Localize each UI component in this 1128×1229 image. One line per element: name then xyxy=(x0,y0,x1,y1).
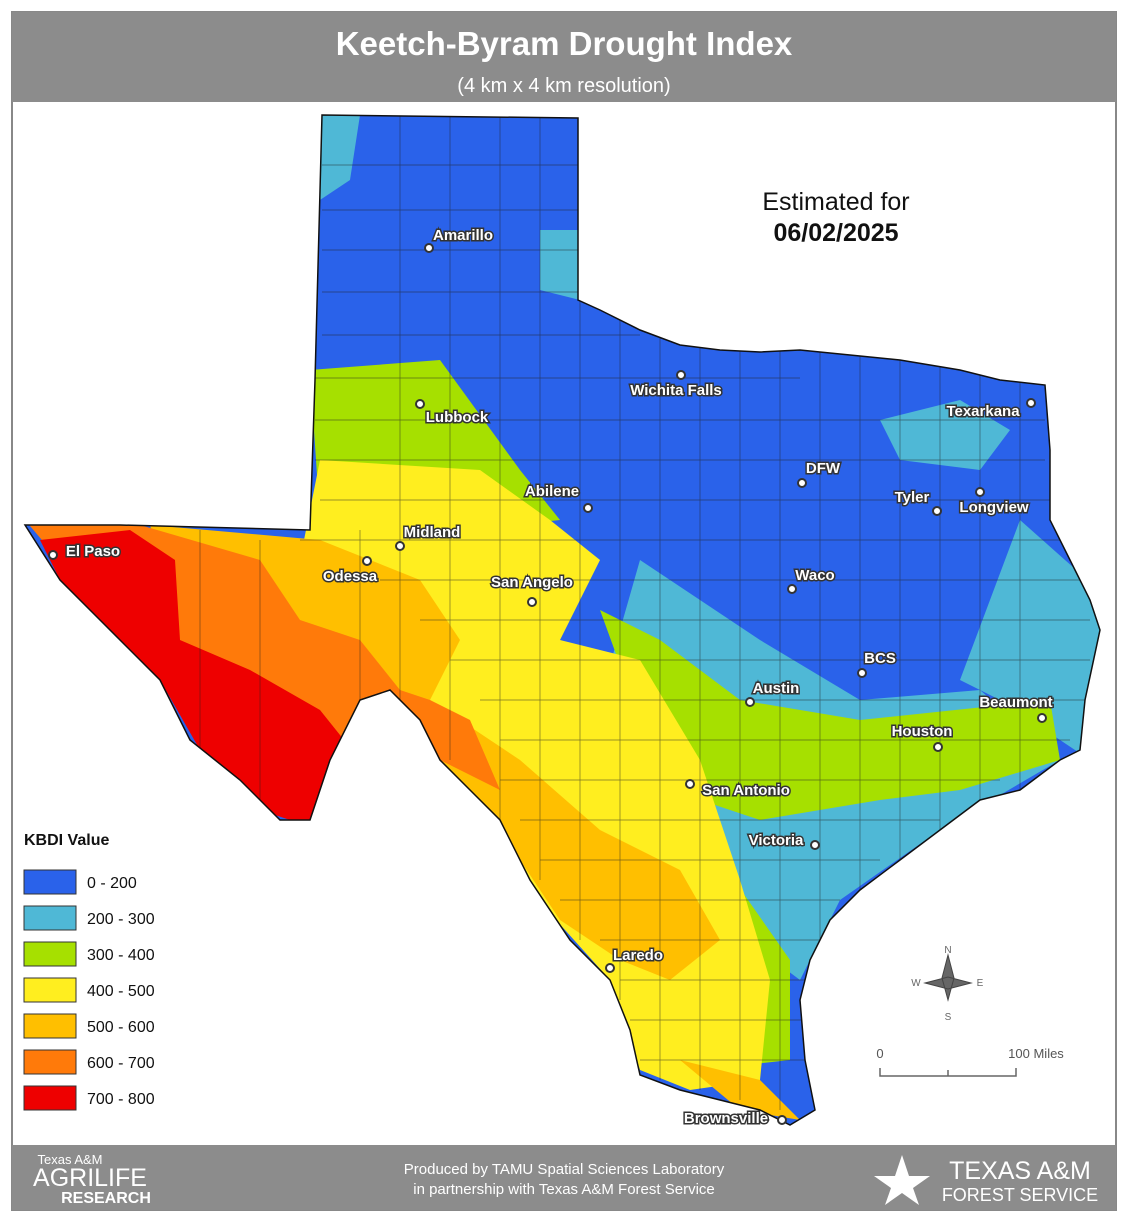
compass: N E S W xyxy=(911,945,983,1023)
city-label: Waco xyxy=(795,567,834,584)
city-label: Laredo xyxy=(613,947,663,964)
city-dot xyxy=(395,541,405,551)
city-label: Houston xyxy=(892,723,953,740)
legend-label: 700 - 800 xyxy=(87,1091,155,1108)
city-label: Abilene xyxy=(525,483,579,500)
city-label: Brownsville xyxy=(684,1110,768,1127)
legend-label: 200 - 300 xyxy=(87,911,155,928)
city-dot xyxy=(857,668,867,678)
credit-line-1: Produced by TAMU Spatial Sciences Labora… xyxy=(404,1161,725,1178)
compass-s: S xyxy=(945,1012,952,1023)
city-label: DFW xyxy=(806,460,841,477)
city-label: Austin xyxy=(753,680,800,697)
region xyxy=(310,360,1060,1070)
city-dot xyxy=(1026,398,1036,408)
legend-swatch xyxy=(23,869,77,895)
legend-swatch xyxy=(23,977,77,1003)
city-dot xyxy=(1037,713,1047,723)
city-dot xyxy=(745,697,755,707)
subtitle: (4 km x 4 km resolution) xyxy=(457,75,670,97)
legend-swatch xyxy=(23,1085,77,1111)
city-label: Victoria xyxy=(749,832,804,849)
city-label: Tyler xyxy=(895,489,930,506)
city-label: Beaumont xyxy=(979,694,1052,711)
city-dot xyxy=(933,742,943,752)
compass-e: E xyxy=(977,978,984,989)
city-dot xyxy=(810,840,820,850)
county-lines xyxy=(199,115,1090,1110)
city-label: Texarkana xyxy=(946,403,1020,420)
title: Keetch-Byram Drought Index xyxy=(336,25,793,62)
legend-label: 500 - 600 xyxy=(87,1019,155,1036)
forest-sub: Forest Service xyxy=(942,1185,1098,1205)
estimate-date: 06/02/2025 xyxy=(773,219,898,247)
agrilife-sub: Research xyxy=(61,1190,151,1207)
city-label: Odessa xyxy=(323,568,378,585)
city-dot xyxy=(676,370,686,380)
city-label: San Antonio xyxy=(702,782,790,799)
star-logo xyxy=(874,1155,930,1205)
city-dot xyxy=(797,478,807,488)
legend: 0 - 200 200 - 300 300 - 400 400 - 500 500 - … xyxy=(23,869,155,1111)
scale-bar: 0 100 Miles xyxy=(876,1046,1064,1077)
legend-label: 400 - 500 xyxy=(87,983,155,1000)
legend-label: 600 - 700 xyxy=(87,1055,155,1072)
city-label: Wichita Falls xyxy=(630,382,722,399)
city-label: San Angelo xyxy=(491,574,573,591)
agrilife-top: Texas A&M xyxy=(37,1152,102,1167)
cities: Amarillo Wichita Falls Lubbock Texarkana DFW… xyxy=(48,226,1054,1129)
legend-swatch xyxy=(23,941,77,967)
city-label: Amarillo xyxy=(433,227,493,244)
city-dot xyxy=(685,779,695,789)
city-label: Lubbock xyxy=(426,409,489,426)
city-dot xyxy=(362,556,372,566)
legend-label: 0 - 200 xyxy=(87,875,137,892)
credit-line-2: in partnership with Texas A&M Forest Ser… xyxy=(413,1181,715,1198)
city-dot xyxy=(787,584,797,594)
city-dot xyxy=(48,550,58,560)
legend-swatch xyxy=(23,1049,77,1075)
footer-band xyxy=(12,1145,1116,1210)
scale-end: 100 Miles xyxy=(1008,1046,1064,1061)
city-label: Midland xyxy=(404,524,461,541)
city-label: Longview xyxy=(959,499,1029,516)
legend-title: KBDI Value xyxy=(24,832,109,849)
city-dot xyxy=(975,487,985,497)
city-label: El Paso xyxy=(66,543,120,560)
estimate-label: Estimated for xyxy=(762,188,909,216)
city-label: BCS xyxy=(864,650,896,667)
agrilife-main: AgriLife xyxy=(33,1164,147,1192)
city-dot xyxy=(583,503,593,513)
header-band xyxy=(12,12,1116,102)
city-dot xyxy=(415,399,425,409)
legend-swatch xyxy=(23,1013,77,1039)
scale-start: 0 xyxy=(876,1046,883,1061)
city-dot xyxy=(527,597,537,607)
forest-top: Texas A&M xyxy=(949,1157,1091,1185)
city-dot xyxy=(605,963,615,973)
city-dot xyxy=(424,243,434,253)
compass-n: N xyxy=(944,945,951,956)
city-dot xyxy=(777,1115,787,1125)
city-dot xyxy=(932,506,942,516)
legend-swatch xyxy=(23,905,77,931)
legend-label: 300 - 400 xyxy=(87,947,155,964)
compass-w: W xyxy=(911,978,921,989)
